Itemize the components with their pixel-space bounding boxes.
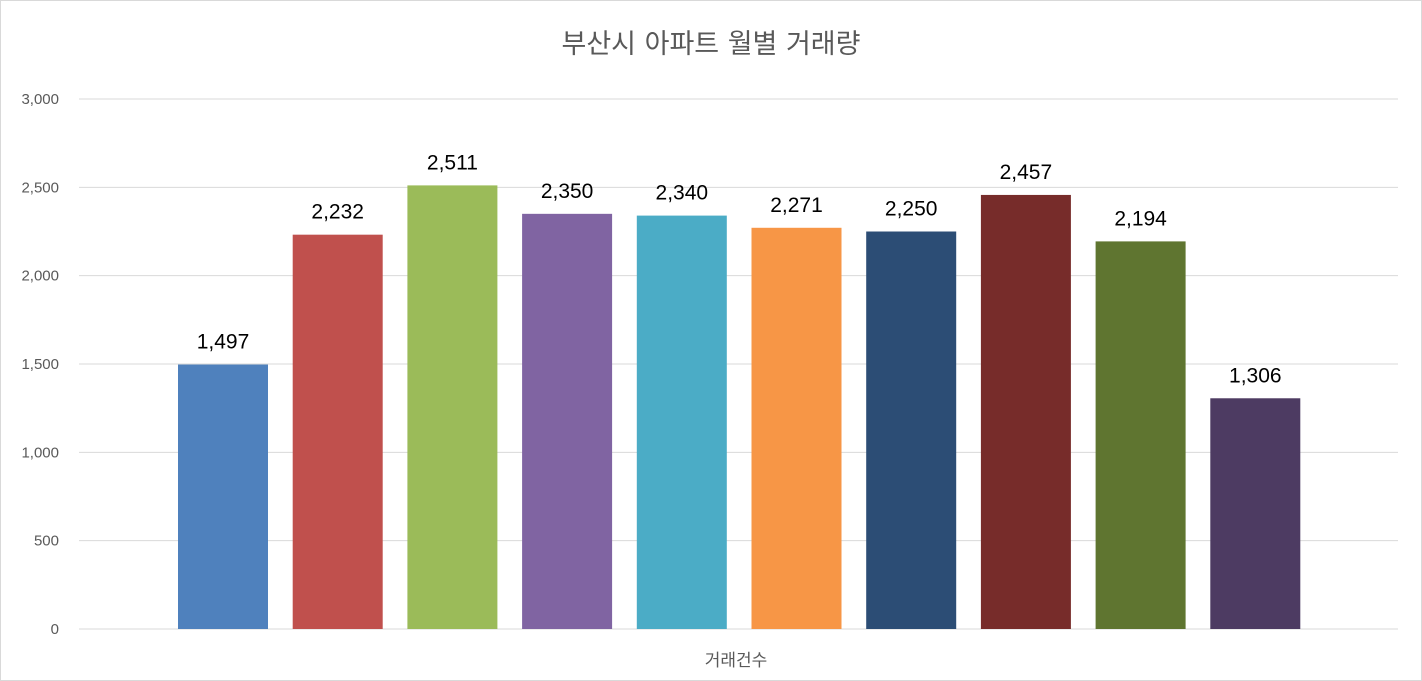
y-tick-label: 1,000 [21,444,59,461]
bar [1210,398,1301,629]
bar [751,227,842,630]
y-tick-label: 2,000 [21,268,59,285]
data-label: 2,194 [1114,207,1167,230]
y-tick-label: 3,000 [21,91,59,108]
y-tick-label: 1,500 [21,356,59,373]
data-label: 2,511 [427,151,478,174]
gridlines [79,98,1398,630]
y-tick-label: 2,500 [21,179,59,196]
bar [636,215,727,629]
data-labels: 1,497 2,232 2,511 2,350 2,340 2,271 2,250 2,457… [197,151,1282,387]
data-label: 1,497 [197,331,250,354]
x-axis-label: 거래건수 [705,651,768,671]
data-label: 2,457 [1000,161,1053,184]
data-label: 2,232 [311,201,364,224]
bar [178,364,268,629]
bar [522,213,613,630]
y-tick-label: 500 [34,533,59,550]
data-label: 2,350 [541,180,594,203]
data-label: 1,306 [1229,364,1282,387]
bar [980,194,1071,629]
data-label: 2,250 [885,198,938,221]
bar [866,231,957,629]
bar [292,234,383,629]
bar [407,185,498,629]
y-tick-label: 0 [51,621,59,638]
y-axis-ticks: 0 500 1,000 1,500 2,000 2,500 3,000 [21,91,59,638]
bar [1095,241,1186,630]
data-label: 2,340 [656,182,709,205]
chart-title: 부산시 아파트 월별 거래량 [561,29,861,60]
data-label: 2,271 [770,194,823,217]
bars [178,185,1301,630]
